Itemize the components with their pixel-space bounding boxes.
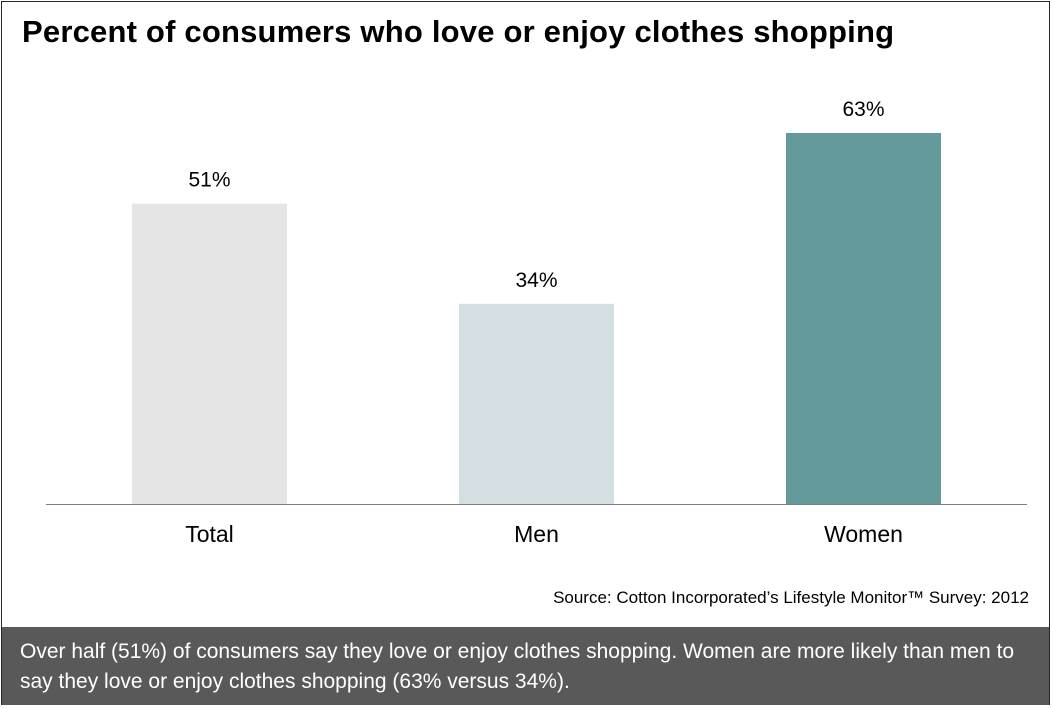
bar-men <box>459 303 614 504</box>
bar-total <box>132 203 287 504</box>
category-label-women: Women <box>824 521 903 547</box>
source-note: Source: Cotton Incorporated’s Lifestyle … <box>553 588 1029 607</box>
data-label-total: 51% <box>188 169 230 192</box>
data-label-men: 34% <box>515 269 557 292</box>
data-label-women: 63% <box>842 98 884 121</box>
bar-women <box>786 133 941 504</box>
chart-title: Percent of consumers who love or enjoy c… <box>22 14 895 49</box>
category-label-total: Total <box>185 521 234 547</box>
bar-chart: 51% Total 34% Men 63% Women <box>46 98 1027 547</box>
caption-box: Over half (51%) of consumers say they lo… <box>2 627 1049 705</box>
category-label-men: Men <box>514 521 559 547</box>
